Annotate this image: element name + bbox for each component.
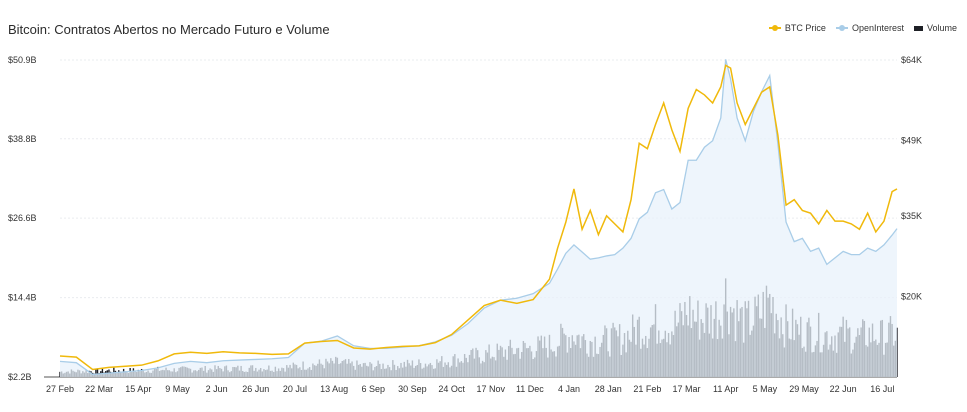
volume-bar [95, 368, 97, 377]
x-axis-tick-label: 15 Apr [125, 384, 151, 394]
x-axis-tick-label: 28 Jan [595, 384, 622, 394]
right-axis-tick-label: $64K [901, 55, 922, 65]
btc-price-line [59, 64, 898, 371]
x-axis-tick-label: 22 Mar [85, 384, 113, 394]
x-axis-tick-label: 24 Oct [438, 384, 465, 394]
right-axis-tick-label: $20K [901, 291, 922, 301]
x-axis-tick-label: 27 Feb [46, 384, 74, 394]
left-axis-tick-label: $26.6B [8, 213, 37, 223]
legend-swatch-btc-price [768, 25, 781, 31]
x-axis-tick-label: 11 Dec [516, 384, 544, 394]
x-axis-tick-label: 26 Jun [242, 384, 269, 394]
x-axis-tick-label: 20 Jul [283, 384, 307, 394]
legend-item-btc-price[interactable]: BTC Price [768, 23, 826, 33]
x-axis-tick-label: 16 Jul [870, 384, 894, 394]
x-axis-tick-label: 22 Jun [830, 384, 857, 394]
x-axis-tick-label: 17 Nov [476, 384, 505, 394]
chart-legend: BTC Price OpenInterest Volume [768, 23, 957, 33]
x-axis-tick-label: 4 Jan [558, 384, 580, 394]
x-axis-tick-label: 30 Sep [398, 384, 427, 394]
legend-label-open-interest: OpenInterest [851, 23, 904, 33]
right-axis-tick-label: $49K [901, 136, 922, 146]
left-axis-tick-label: $38.8B [8, 134, 37, 144]
x-axis-tick-label: 9 May [165, 384, 190, 394]
open-interest-line [59, 59, 898, 376]
x-axis-tick-label: 5 May [753, 384, 778, 394]
left-axis-tick-label: $14.4B [8, 293, 37, 303]
x-axis-tick-label: 6 Sep [361, 384, 385, 394]
legend-swatch-open-interest [835, 25, 848, 31]
left-axis-tick-label: $2.2B [8, 372, 32, 382]
x-axis-tick-label: 29 May [789, 384, 819, 394]
chart-title: Bitcoin: Contratos Abertos no Mercado Fu… [8, 22, 330, 37]
legend-label-btc-price: BTC Price [784, 23, 826, 33]
volume-bar [96, 368, 99, 377]
legend-swatch-volume [913, 25, 923, 31]
x-axis-tick-label: 13 Aug [320, 384, 348, 394]
x-axis-tick-label: 21 Feb [633, 384, 661, 394]
legend-item-volume[interactable]: Volume [913, 23, 957, 33]
x-axis-tick-label: 2 Jun [206, 384, 228, 394]
x-axis-tick-label: 17 Mar [673, 384, 701, 394]
open-interest-area [60, 59, 897, 378]
legend-label-volume: Volume [926, 23, 957, 33]
left-axis-tick-label: $50.9B [8, 55, 37, 65]
x-axis-tick-label: 11 Apr [713, 384, 738, 394]
volume-bar [101, 368, 104, 377]
right-axis-tick-label: $35K [901, 211, 922, 221]
legend-item-open-interest[interactable]: OpenInterest [835, 23, 904, 33]
